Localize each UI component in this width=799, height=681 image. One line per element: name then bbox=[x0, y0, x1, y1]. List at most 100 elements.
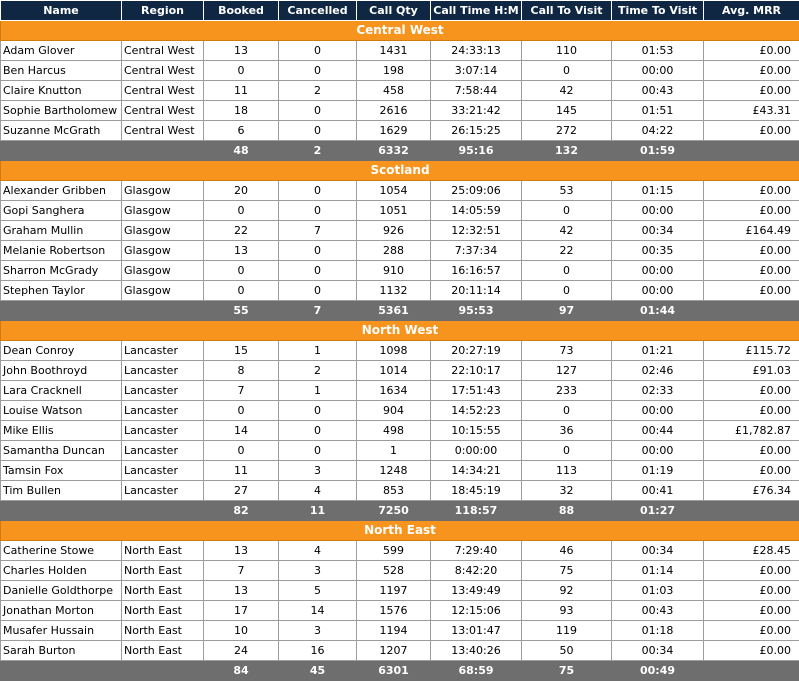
table-cell: 272 bbox=[521, 120, 612, 141]
table-cell: £0.00 bbox=[703, 260, 799, 281]
table-cell: 0 bbox=[203, 260, 279, 281]
table-cell: 11 bbox=[203, 460, 279, 481]
region-title: North East bbox=[0, 520, 799, 541]
table-row[interactable]: Samantha Duncan Lancaster 0 0 1 0:00:00 0 00:00… bbox=[0, 440, 799, 461]
total-cell: 5361 bbox=[356, 300, 431, 321]
table-cell: 910 bbox=[356, 260, 431, 281]
table-cell: 0 bbox=[278, 260, 357, 281]
table-cell: Central West bbox=[121, 80, 204, 101]
table-cell: 00:34 bbox=[611, 640, 704, 661]
totals-row: 55 7 5361 95:53 97 01:44 bbox=[0, 300, 799, 321]
table-row[interactable]: Sarah Burton North East 24 16 1207 13:40:26 50… bbox=[0, 640, 799, 661]
table-cell: 0 bbox=[203, 60, 279, 81]
column-header: Call To Visit bbox=[521, 0, 612, 21]
table-cell: £91.03 bbox=[703, 360, 799, 381]
table-cell: 46 bbox=[521, 540, 612, 561]
table-cell: Catherine Stowe bbox=[0, 540, 122, 561]
table-cell: £115.72 bbox=[703, 340, 799, 361]
table-cell: 01:21 bbox=[611, 340, 704, 361]
table-cell: 53 bbox=[521, 180, 612, 201]
table-cell: 198 bbox=[356, 60, 431, 81]
table-row[interactable]: Danielle Goldthorpe North East 13 5 1197 13:4… bbox=[0, 580, 799, 601]
total-cell: 7 bbox=[278, 300, 357, 321]
table-cell: 1207 bbox=[356, 640, 431, 661]
table-row[interactable]: Suzanne McGrath Central West 6 0 1629 26:15:2… bbox=[0, 120, 799, 141]
table-row[interactable]: Stephen Taylor Glasgow 0 0 1132 20:11:14 0 00:0… bbox=[0, 280, 799, 301]
table-cell: 01:18 bbox=[611, 620, 704, 641]
table-row[interactable]: Sophie Bartholomew Central West 18 0 2616 33:… bbox=[0, 100, 799, 121]
table-row[interactable]: Musafer Hussain North East 10 3 1194 13:01:47… bbox=[0, 620, 799, 641]
total-cell: 01:27 bbox=[611, 500, 704, 521]
table-cell: £0.00 bbox=[703, 240, 799, 261]
table-cell: 00:34 bbox=[611, 220, 704, 241]
total-cell: 75 bbox=[521, 660, 612, 681]
table-row[interactable]: Adam Glover Central West 13 0 1431 24:33:13 11… bbox=[0, 40, 799, 61]
column-header: Call Qty bbox=[356, 0, 431, 21]
total-cell bbox=[703, 140, 799, 161]
table-cell: 1634 bbox=[356, 380, 431, 401]
table-cell: 01:19 bbox=[611, 460, 704, 481]
region-title: North West bbox=[0, 320, 799, 341]
table-cell: 17 bbox=[203, 600, 279, 621]
table-cell: 1629 bbox=[356, 120, 431, 141]
table-row[interactable]: John Boothroyd Lancaster 8 2 1014 22:10:17 127… bbox=[0, 360, 799, 381]
table-cell: North East bbox=[121, 640, 204, 661]
table-cell: Musafer Hussain bbox=[0, 620, 122, 641]
table-row[interactable]: Jonathan Morton North East 17 14 1576 12:15:0… bbox=[0, 600, 799, 621]
table-cell: Tim Bullen bbox=[0, 480, 122, 501]
table-cell: 1 bbox=[278, 380, 357, 401]
table-cell: 0 bbox=[278, 40, 357, 61]
table-row[interactable]: Lara Cracknell Lancaster 7 1 1634 17:51:43 233… bbox=[0, 380, 799, 401]
total-cell bbox=[121, 140, 204, 161]
table-cell: 2 bbox=[278, 360, 357, 381]
table-cell: Danielle Goldthorpe bbox=[0, 580, 122, 601]
table-cell: Central West bbox=[121, 40, 204, 61]
table-cell: 0:00:00 bbox=[430, 440, 522, 461]
table-cell: 0 bbox=[521, 260, 612, 281]
table-cell: 2 bbox=[278, 80, 357, 101]
table-cell: Central West bbox=[121, 100, 204, 121]
table-cell: Melanie Robertson bbox=[0, 240, 122, 261]
table-row[interactable]: Alexander Gribben Glasgow 20 0 1054 25:09:06 5… bbox=[0, 180, 799, 201]
table-cell: 00:44 bbox=[611, 420, 704, 441]
table-cell: 00:00 bbox=[611, 60, 704, 81]
table-cell: 1576 bbox=[356, 600, 431, 621]
region-header-row: Central West bbox=[0, 20, 799, 41]
total-cell: 82 bbox=[203, 500, 279, 521]
table-cell: 0 bbox=[278, 400, 357, 421]
table-cell: 0 bbox=[521, 400, 612, 421]
table-cell: Mike Ellis bbox=[0, 420, 122, 441]
table-row[interactable]: Sharron McGrady Glasgow 0 0 910 16:16:57 0 00:0… bbox=[0, 260, 799, 281]
table-row[interactable]: Graham Mullin Glasgow 22 7 926 12:32:51 42 00:3… bbox=[0, 220, 799, 241]
table-cell: Louise Watson bbox=[0, 400, 122, 421]
table-row[interactable]: Charles Holden North East 7 3 528 8:42:20 75 01… bbox=[0, 560, 799, 581]
table-cell: £164.49 bbox=[703, 220, 799, 241]
table-row[interactable]: Melanie Robertson Glasgow 13 0 288 7:37:34 22 0… bbox=[0, 240, 799, 261]
table-row[interactable]: Catherine Stowe North East 13 4 599 7:29:40 46… bbox=[0, 540, 799, 561]
table-row[interactable]: Ben Harcus Central West 0 0 198 3:07:14 0 00:00… bbox=[0, 60, 799, 81]
table-cell: Lancaster bbox=[121, 460, 204, 481]
total-cell: 11 bbox=[278, 500, 357, 521]
total-cell bbox=[703, 500, 799, 521]
table-cell: 00:43 bbox=[611, 80, 704, 101]
table-cell: Glasgow bbox=[121, 200, 204, 221]
table-cell: 14:52:23 bbox=[430, 400, 522, 421]
table-row[interactable]: Claire Knutton Central West 11 2 458 7:58:44 4… bbox=[0, 80, 799, 101]
table-row[interactable]: Louise Watson Lancaster 0 0 904 14:52:23 0 00:0… bbox=[0, 400, 799, 421]
table-cell: £0.00 bbox=[703, 400, 799, 421]
table-cell: 26:15:25 bbox=[430, 120, 522, 141]
table-cell: 00:35 bbox=[611, 240, 704, 261]
table-row[interactable]: Mike Ellis Lancaster 14 0 498 10:15:55 36 00:44… bbox=[0, 420, 799, 441]
table-cell: £0.00 bbox=[703, 440, 799, 461]
table-cell: Lara Cracknell bbox=[0, 380, 122, 401]
table-row[interactable]: Tamsin Fox Lancaster 11 3 1248 14:34:21 113 01:… bbox=[0, 460, 799, 481]
table-row[interactable]: Gopi Sanghera Glasgow 0 0 1051 14:05:59 0 00:00… bbox=[0, 200, 799, 221]
table-cell: 22 bbox=[203, 220, 279, 241]
table-cell: 498 bbox=[356, 420, 431, 441]
total-cell bbox=[0, 140, 122, 161]
table-cell: £1,782.87 bbox=[703, 420, 799, 441]
table-row[interactable]: Tim Bullen Lancaster 27 4 853 18:45:19 32 00:41… bbox=[0, 480, 799, 501]
table-cell: 0 bbox=[278, 60, 357, 81]
total-cell: 68:59 bbox=[430, 660, 522, 681]
table-row[interactable]: Dean Conroy Lancaster 15 1 1098 20:27:19 73 01:… bbox=[0, 340, 799, 361]
